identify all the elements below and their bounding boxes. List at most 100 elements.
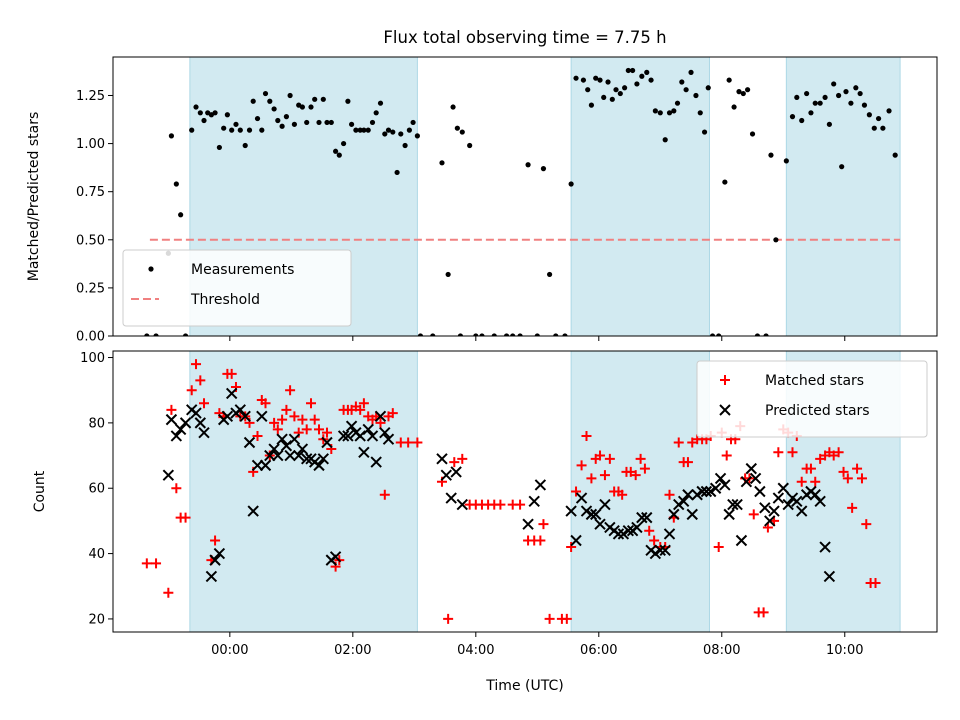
data-point — [856, 473, 867, 484]
data-point — [243, 436, 256, 449]
data-point — [617, 90, 623, 97]
data-point — [296, 443, 309, 455]
panel-count: 20 40 60 80 100 00:00 02:00 04:00 06:00 08:00 10:0… — [32, 350, 938, 658]
data-point — [314, 424, 324, 435]
data-point — [268, 443, 280, 455]
data-point — [525, 162, 531, 168]
data-point — [700, 485, 713, 498]
data-point — [679, 79, 685, 85]
data-point — [754, 485, 766, 498]
data-point — [414, 133, 420, 139]
data-point — [191, 359, 202, 370]
legend-marker — [719, 404, 731, 416]
data-point — [436, 453, 448, 465]
data-point — [361, 127, 367, 133]
data-point — [799, 117, 805, 124]
data-point — [588, 102, 595, 108]
data-point — [340, 140, 347, 147]
data-point — [847, 502, 858, 513]
data-point — [880, 125, 886, 131]
data-point — [212, 110, 218, 116]
data-point — [534, 333, 540, 336]
data-point — [644, 69, 650, 75]
data-point — [794, 94, 800, 101]
data-point — [358, 446, 370, 458]
data-point — [308, 104, 314, 110]
data-point — [221, 125, 227, 131]
data-point — [562, 333, 568, 336]
data-point — [366, 430, 379, 442]
data-point — [276, 433, 288, 445]
data-point — [749, 131, 756, 137]
data-point — [267, 98, 273, 104]
data-point — [387, 408, 398, 419]
data-point — [342, 430, 354, 442]
data-point — [190, 407, 202, 419]
data-point — [269, 417, 280, 428]
data-point — [233, 121, 239, 127]
data-point — [226, 368, 237, 379]
data-point — [329, 551, 342, 563]
data-point — [205, 570, 218, 583]
data-point — [796, 476, 807, 487]
data-point — [353, 127, 359, 133]
data-point — [604, 453, 615, 464]
data-point — [812, 100, 818, 106]
data-point — [355, 404, 366, 415]
data-point — [810, 476, 821, 487]
x-tick-label: 06:00 — [580, 643, 617, 658]
data-point — [348, 121, 355, 127]
data-point — [749, 472, 762, 485]
data-point — [281, 404, 292, 415]
data-point — [561, 613, 572, 624]
y-tick-label: 0.00 — [76, 330, 105, 345]
data-point — [370, 456, 382, 468]
data-point — [748, 509, 759, 520]
data-point — [242, 142, 248, 149]
data-point — [216, 144, 222, 151]
data-point — [535, 535, 546, 546]
data-point — [622, 85, 628, 91]
data-point — [279, 123, 285, 129]
data-point — [239, 410, 251, 423]
data-point — [668, 508, 680, 521]
data-point — [213, 547, 226, 560]
data-point — [197, 110, 203, 116]
data-point — [195, 375, 206, 386]
data-point — [671, 108, 677, 114]
observing-window-2 — [570, 56, 710, 337]
data-point — [209, 554, 221, 566]
data-point — [357, 127, 363, 133]
data-point — [457, 333, 464, 336]
data-point — [445, 271, 451, 278]
data-point — [385, 127, 392, 133]
legend-label: Measurements — [191, 262, 294, 278]
x-tick-label: 08:00 — [703, 643, 740, 658]
data-point — [443, 613, 454, 624]
data-point — [649, 535, 660, 546]
data-point — [247, 505, 259, 517]
data-point — [659, 544, 671, 557]
data-point — [704, 485, 717, 498]
data-point — [594, 518, 606, 530]
data-point — [843, 89, 849, 95]
data-point — [595, 450, 606, 461]
data-point — [571, 486, 582, 497]
data-point — [459, 129, 465, 135]
data-point — [768, 152, 774, 158]
x-tick-label: 02:00 — [334, 643, 371, 658]
data-point — [382, 433, 395, 445]
data-point — [439, 160, 445, 166]
data-point — [674, 100, 681, 106]
data-point — [727, 498, 739, 511]
data-point — [722, 179, 728, 185]
data-point — [787, 447, 798, 458]
data-point — [229, 127, 235, 133]
data-point — [309, 414, 320, 425]
data-point — [721, 450, 732, 461]
data-point — [581, 430, 592, 441]
legend: Matched stars Predicted stars — [696, 360, 928, 438]
data-point — [510, 333, 516, 336]
data-point — [141, 558, 152, 569]
